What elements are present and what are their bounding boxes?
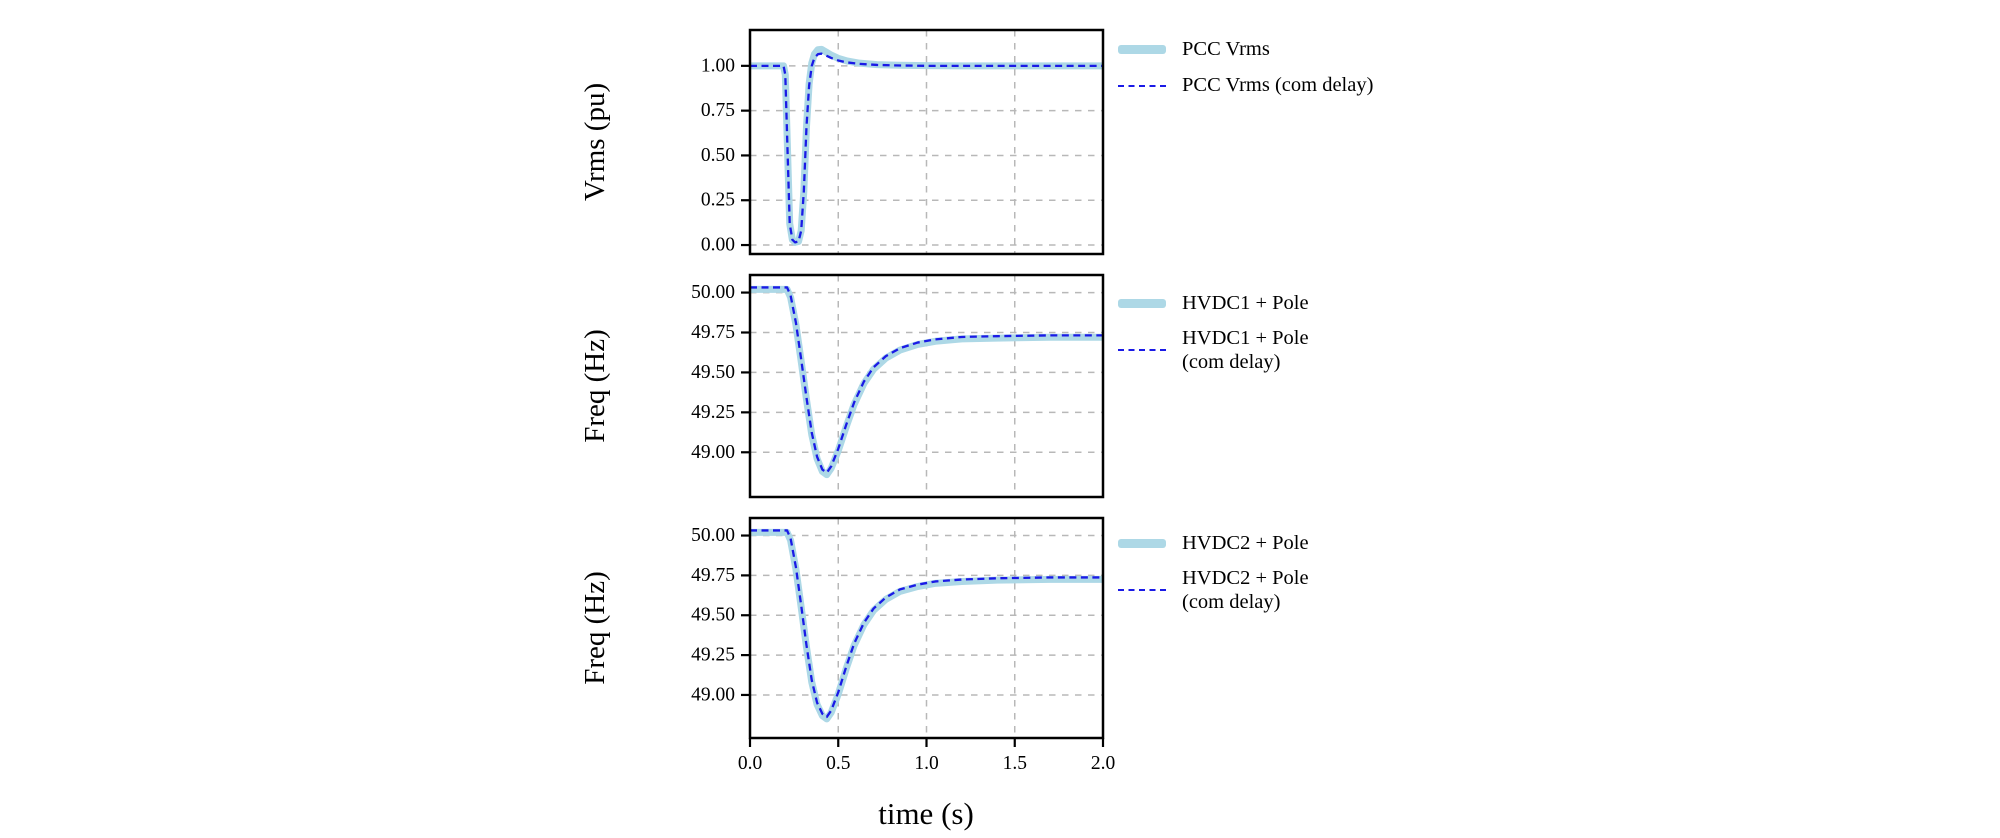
legend-entry: PCC Vrms [1118, 36, 1373, 63]
legend-entry: HVDC2 + Pole [1118, 530, 1309, 557]
y-axis-label-freq1: Freq (Hz) [579, 329, 611, 443]
y-tick-label: 49.25 [691, 402, 735, 423]
legend-entry: HVDC2 + Pole (com delay) [1118, 566, 1309, 614]
legend-band-swatch [1118, 45, 1166, 54]
x-axis-label: time (s) [878, 796, 974, 831]
legend-dashed-swatch [1118, 84, 1166, 87]
vrms-plot: 1.00 0.75 0.50 0.25 0.00 [701, 28, 1105, 256]
y-tick-label: 50.00 [691, 525, 735, 546]
legend-dashed-swatch [1118, 589, 1166, 592]
legend-label: HVDC2 + Pole [1182, 532, 1309, 555]
y-tick-label: 49.50 [691, 605, 735, 626]
legend-entry: PCC Vrms (com delay) [1118, 72, 1373, 99]
legend-label: HVDC2 + Pole (com delay) [1182, 567, 1309, 614]
y-tick-label: 0.00 [701, 235, 735, 256]
legend-hvdc2: HVDC2 + Pole HVDC2 + Pole (com delay) [1118, 530, 1309, 623]
y-tick-label: 49.50 [691, 362, 735, 383]
axes-frame [748, 273, 1105, 499]
y-tick-label: 49.75 [691, 565, 735, 586]
legend-label: PCC Vrms [1182, 38, 1270, 61]
legend-label: HVDC1 + Pole [1182, 292, 1309, 315]
freq-hvdc2-plot: 50.00 49.75 49.50 49.25 49.00 0.0 0.5 1.0 1.5 2.0 [691, 516, 1115, 774]
y-tick-label: 0.50 [701, 145, 735, 166]
y-tick-label: 49.25 [691, 645, 735, 666]
y-axis-label-vrms: Vrms (pu) [579, 82, 611, 202]
y-tick-label: 0.75 [701, 100, 735, 121]
freq-hvdc1-plot: 50.00 49.75 49.50 49.25 49.00 [691, 273, 1105, 499]
series-dashed-curve [750, 529, 1103, 719]
y-tick-label: 0.25 [701, 190, 735, 211]
legend-dashed-swatch [1118, 349, 1166, 352]
x-tick-label: 2.0 [1091, 753, 1115, 774]
legend-band-swatch [1118, 539, 1166, 548]
series-dashed-curve [750, 286, 1103, 474]
series-dashed-curve [750, 52, 1103, 244]
y-tick-label: 49.75 [691, 322, 735, 343]
legend-entry: HVDC1 + Pole [1118, 290, 1309, 317]
legend-label: PCC Vrms (com delay) [1182, 74, 1374, 97]
y-tick-label: 1.00 [701, 55, 735, 76]
x-tick-label: 0.0 [738, 753, 762, 774]
legend-label: HVDC1 + Pole (com delay) [1182, 327, 1309, 374]
y-tick-label: 49.00 [691, 684, 735, 705]
y-axis-label-freq2: Freq (Hz) [579, 571, 611, 685]
legend-entry: HVDC1 + Pole (com delay) [1118, 326, 1309, 374]
x-tick-label: 1.5 [1003, 753, 1027, 774]
x-tick-label: 0.5 [826, 753, 850, 774]
legend-hvdc1: HVDC1 + Pole HVDC1 + Pole (com delay) [1118, 290, 1309, 383]
axes-frame [748, 28, 1105, 256]
y-tick-label: 50.00 [691, 282, 735, 303]
legend-band-swatch [1118, 299, 1166, 308]
legend-vrms: PCC Vrms PCC Vrms (com delay) [1118, 36, 1373, 108]
x-tick-label: 1.0 [914, 753, 938, 774]
y-tick-label: 49.00 [691, 442, 735, 463]
